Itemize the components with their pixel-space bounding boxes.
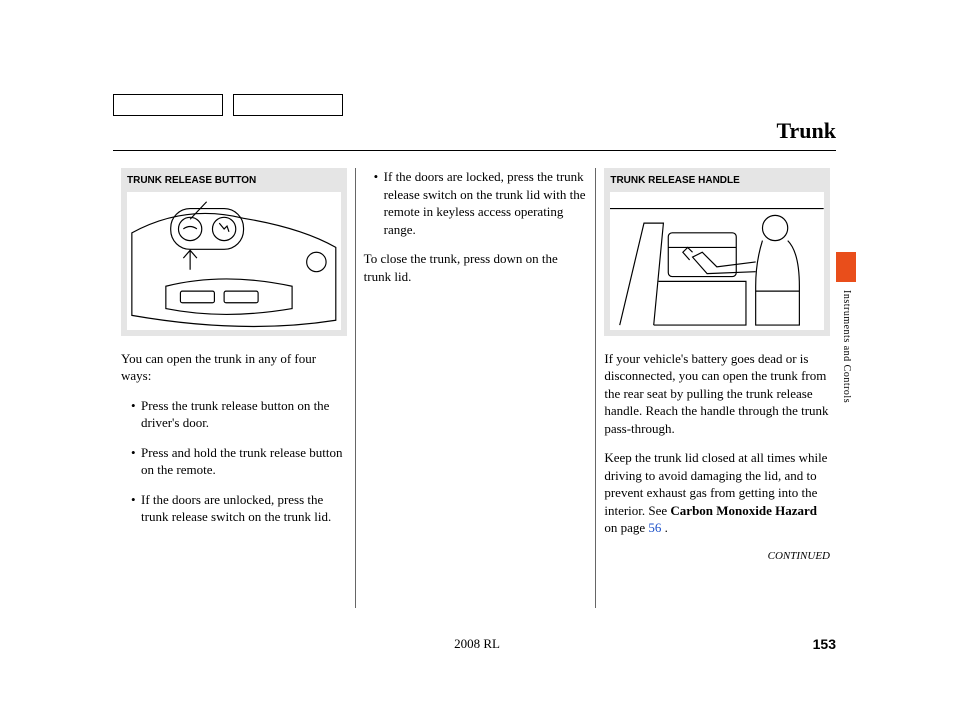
section-tab (836, 252, 856, 282)
figure-label: TRUNK RELEASE HANDLE (610, 174, 824, 188)
list-item: Press and hold the trunk release button … (131, 444, 347, 479)
footer-model: 2008 RL (454, 636, 500, 652)
carbon-monoxide-ref: Carbon Monoxide Hazard (670, 503, 817, 518)
keep-closed-text: Keep the trunk lid closed at all times w… (604, 449, 830, 537)
figure-label: TRUNK RELEASE BUTTON (127, 174, 341, 188)
nav-box-1[interactable] (113, 94, 223, 116)
footer-page-number: 153 (813, 636, 836, 652)
text-post: . (661, 520, 668, 535)
nav-box-2[interactable] (233, 94, 343, 116)
figure-image (610, 192, 824, 330)
column-1: TRUNK RELEASE BUTTON You ca (113, 168, 355, 608)
content-columns: TRUNK RELEASE BUTTON You ca (113, 168, 838, 608)
bullet-list-1: Press the trunk release button on the dr… (121, 397, 347, 526)
header-nav-boxes (113, 94, 343, 116)
column-2: If the doors are locked, press the trunk… (355, 168, 597, 608)
page-title: Trunk (776, 118, 836, 144)
text-mid: on page (604, 520, 648, 535)
column-3: TRUNK RELEASE HANDLE If your vehicle's b… (596, 168, 838, 608)
title-rule (113, 150, 836, 151)
bullet-list-2: If the doors are locked, press the trunk… (364, 168, 588, 238)
list-item: If the doors are locked, press the trunk… (374, 168, 588, 238)
continued-label: CONTINUED (604, 549, 830, 564)
section-label: Instruments and Controls (841, 290, 852, 403)
list-item: Press the trunk release button on the dr… (131, 397, 347, 432)
close-trunk-text: To close the trunk, press down on the tr… (364, 250, 588, 285)
figure-trunk-release-button: TRUNK RELEASE BUTTON (121, 168, 347, 336)
figure-trunk-release-handle: TRUNK RELEASE HANDLE (604, 168, 830, 336)
figure-image (127, 192, 341, 330)
list-item: If the doors are unlocked, press the tru… (131, 491, 347, 526)
intro-text: You can open the trunk in any of four wa… (121, 350, 347, 385)
page-link-56[interactable]: 56 (648, 520, 661, 535)
battery-dead-text: If your vehicle's battery goes dead or i… (604, 350, 830, 438)
